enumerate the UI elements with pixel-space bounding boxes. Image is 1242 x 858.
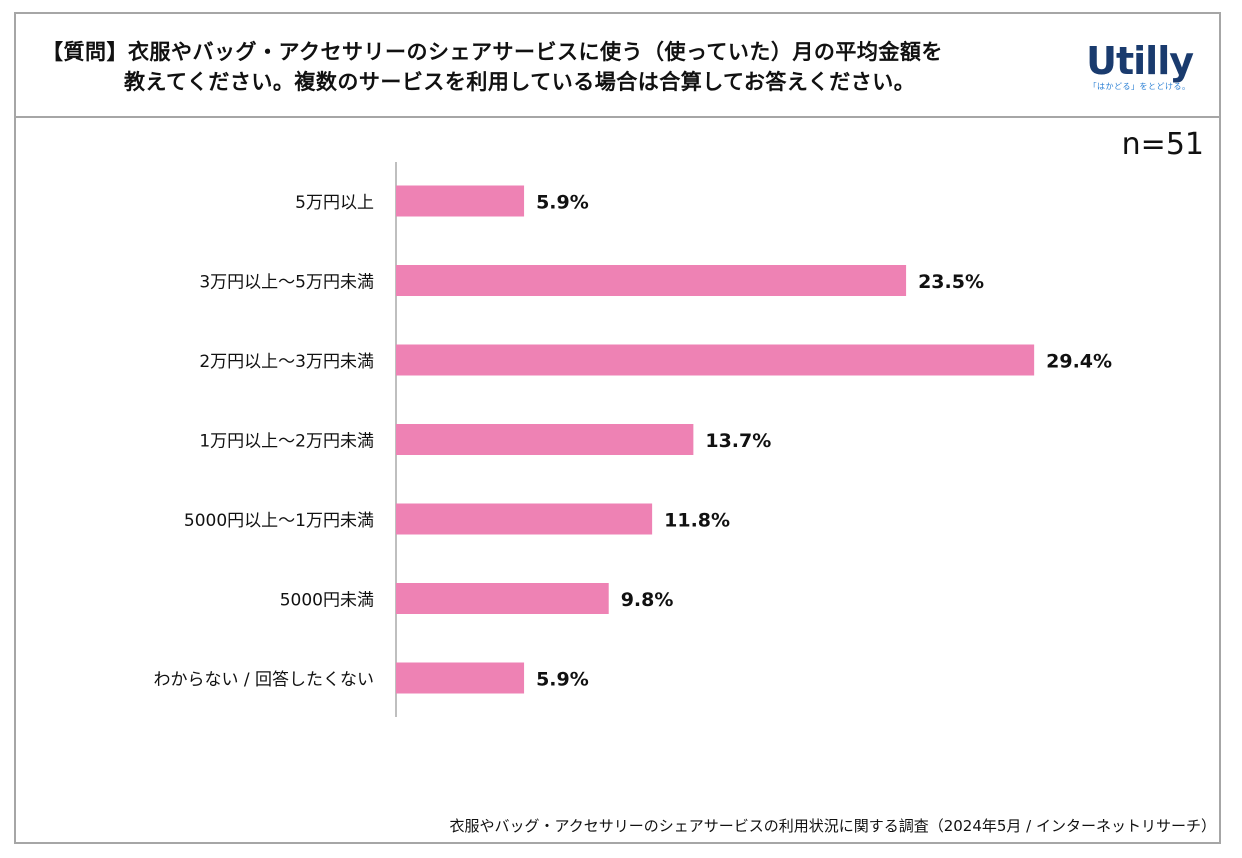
sample-size: n=51 bbox=[1121, 127, 1204, 162]
bar bbox=[396, 583, 609, 614]
data-label: 5.9% bbox=[536, 669, 589, 691]
category-label: 2万円以上～3万円未満 bbox=[199, 352, 374, 372]
data-label: 9.8% bbox=[621, 589, 674, 611]
header: 【質問】衣服やバッグ・アクセサリーのシェアサービスに使う（使っていた）月の平均金… bbox=[16, 14, 1219, 118]
category-label: 5万円以上 bbox=[295, 193, 374, 213]
question-line-2: 教えてください。複数のサービスを利用している場合は合算してお答えください。 bbox=[124, 70, 916, 94]
logo-word: Utilly bbox=[1086, 39, 1194, 83]
bar bbox=[396, 344, 1035, 376]
chart-frame: 【質問】衣服やバッグ・アクセサリーのシェアサービスに使う（使っていた）月の平均金… bbox=[14, 12, 1221, 844]
bar bbox=[396, 265, 907, 296]
data-label: 11.8% bbox=[664, 510, 730, 532]
bar bbox=[396, 662, 525, 694]
data-label: 13.7% bbox=[705, 430, 771, 452]
bar bbox=[396, 185, 525, 217]
category-label: 3万円以上～5万円未満 bbox=[199, 273, 374, 293]
question-text-1: 衣服やバッグ・アクセサリーのシェアサービスに使う（使っていた）月の平均金額を bbox=[128, 40, 943, 64]
data-label: 29.4% bbox=[1046, 351, 1112, 373]
category-label: 5000円以上～1万円未満 bbox=[184, 511, 374, 531]
bar bbox=[396, 503, 653, 535]
question-line-1: 【質問】衣服やバッグ・アクセサリーのシェアサービスに使う（使っていた）月の平均金… bbox=[42, 36, 943, 66]
question-prefix: 【質問】 bbox=[42, 40, 128, 64]
bar bbox=[396, 424, 694, 455]
logo-tagline: 「はかどる」をとどける。 bbox=[1088, 82, 1191, 91]
source-footer: 衣服やバッグ・アクセサリーのシェアサービスの利用状況に関する調査（2024年5月… bbox=[449, 817, 1216, 835]
data-label: 23.5% bbox=[918, 271, 984, 293]
category-label: わからない / 回答したくない bbox=[153, 670, 374, 690]
utilly-logo: Utilly 「はかどる」をとどける。 bbox=[1086, 39, 1194, 92]
category-label: 5000円未満 bbox=[280, 591, 374, 611]
data-label: 5.9% bbox=[536, 192, 589, 214]
category-label: 1万円以上～2万円未満 bbox=[199, 432, 374, 452]
